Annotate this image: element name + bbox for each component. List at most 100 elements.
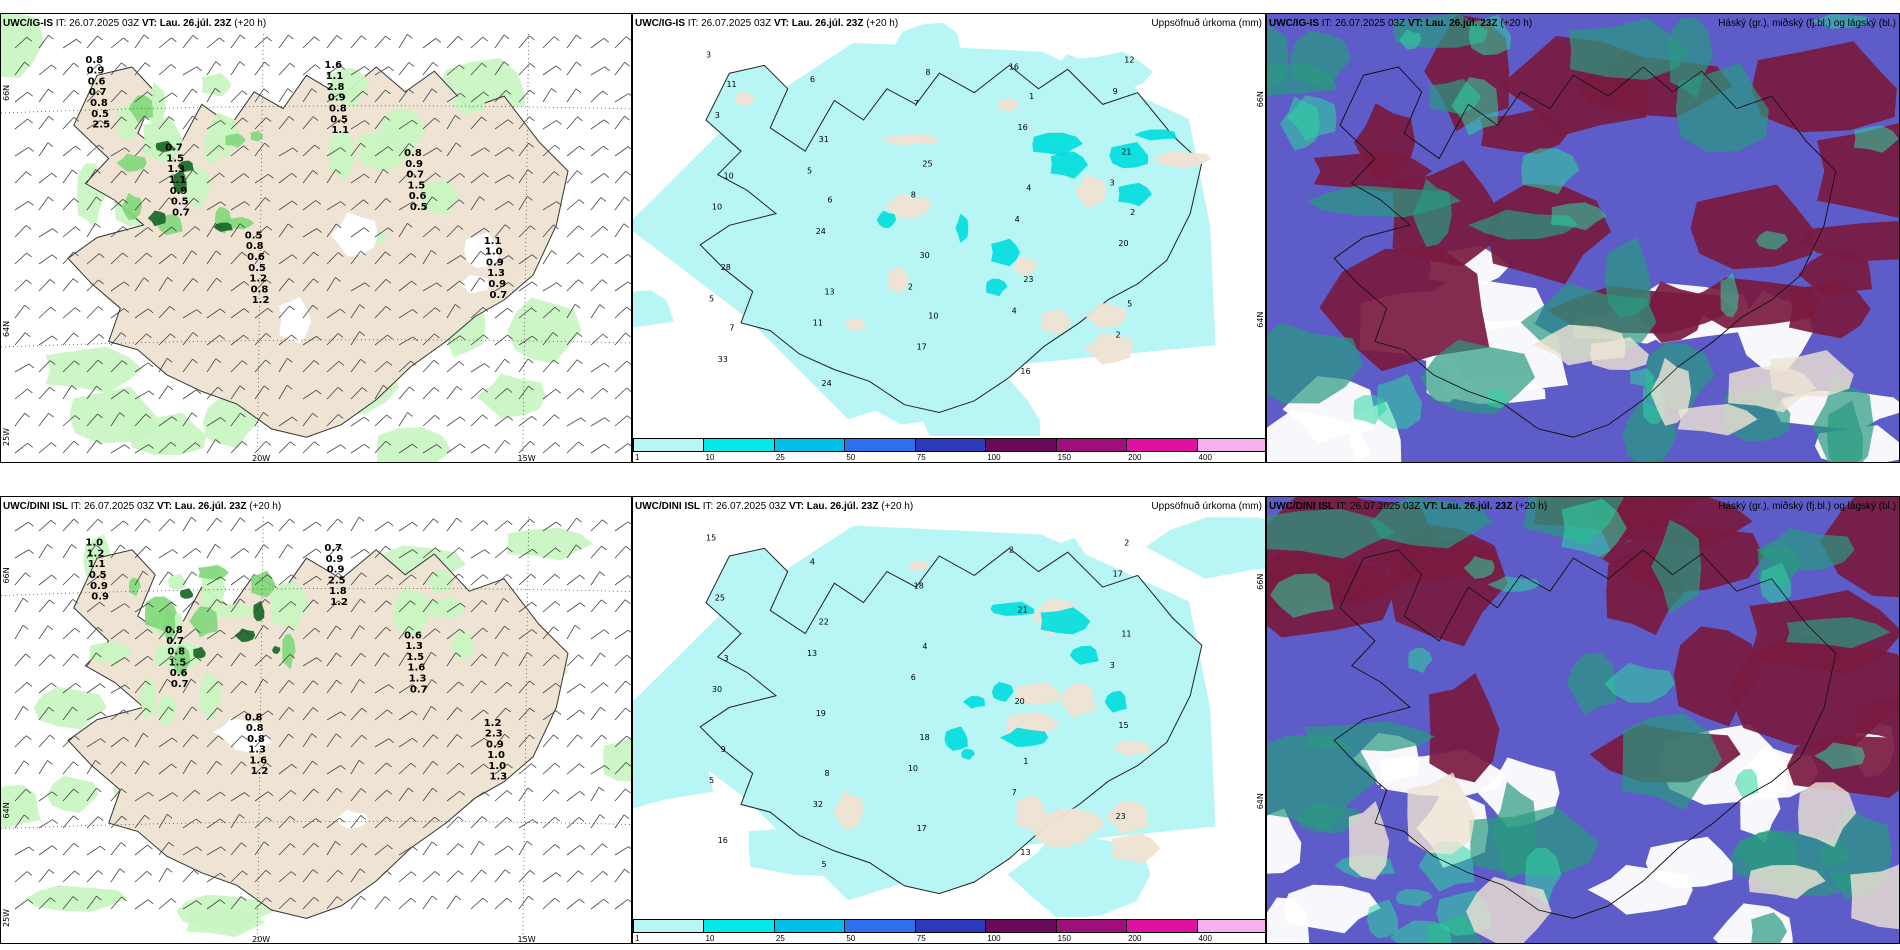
wind-barb-icon — [134, 362, 154, 373]
wind-barb-icon — [302, 36, 320, 49]
wind-barb-icon — [62, 842, 80, 856]
precip-field-light — [143, 115, 183, 163]
wind-barb-icon — [374, 684, 394, 694]
wind-barb-icon — [566, 34, 582, 49]
accum-value-label: 6 — [911, 673, 916, 682]
wind-barb-icon — [566, 279, 584, 292]
colorbar-tick-label: 1 — [635, 453, 640, 462]
wind-barb-icon — [254, 869, 272, 883]
wind-barb-icon — [38, 682, 57, 694]
wind-barb-icon — [326, 896, 343, 910]
precip-field-mid — [173, 645, 191, 678]
dry-area — [844, 318, 866, 332]
latitude-line — [1, 587, 631, 596]
wind-barb-icon — [14, 682, 33, 694]
wind-barb-icon — [86, 601, 105, 613]
wind-barb-icon — [494, 869, 511, 883]
wind-barb-icon — [350, 416, 370, 427]
wind-barb-icon — [182, 548, 202, 559]
precip-value-label: 1.5 — [408, 180, 426, 191]
wind-barb-icon — [518, 763, 537, 775]
wind-barb-icon — [446, 114, 461, 130]
precip-value-label: 1.2 — [330, 597, 348, 608]
wind-barb-icon — [326, 652, 342, 667]
wind-barb-icon — [278, 254, 298, 265]
wind-barb-icon — [86, 120, 106, 130]
precip-field-heavy — [179, 588, 193, 599]
wind-barb-icon — [614, 707, 631, 721]
wind-barb-icon — [590, 843, 608, 856]
wind-barb-icon — [278, 601, 297, 613]
wind-barb-icon — [422, 734, 439, 748]
precip-accum-high — [985, 278, 1008, 297]
wind-barb-icon — [590, 279, 608, 292]
wind-barb-icon — [422, 147, 443, 157]
accum-value-label: 10 — [908, 764, 918, 773]
wind-barb-icon — [518, 195, 533, 211]
coastline-outline — [1333, 66, 1837, 438]
wind-barb-icon — [134, 546, 152, 559]
wind-barb-icon — [158, 416, 178, 427]
wind-barb-icon — [374, 844, 393, 856]
precip-value-label: 0.8 — [247, 734, 265, 745]
wind-barb-icon — [350, 443, 370, 454]
wind-barb-icon — [230, 34, 246, 49]
accum-value-label: 23 — [1115, 812, 1125, 821]
longitude-label: 25W — [2, 909, 11, 927]
wind-barb-icon — [542, 307, 561, 319]
wind-barb-icon — [182, 115, 198, 130]
wind-barb-icon — [14, 814, 30, 829]
wind-barb-icon — [470, 627, 488, 640]
wind-barb-icon — [494, 334, 513, 346]
wind-barb-icon — [230, 792, 250, 802]
wind-barb-icon — [134, 760, 150, 775]
precip-value-label: 1.2 — [252, 295, 270, 306]
wind-barb-icon — [206, 629, 226, 640]
precip-value-label: 0.6 — [170, 668, 188, 679]
wind-barb-icon — [566, 332, 583, 346]
mid-cloud-edge — [1521, 148, 1580, 195]
precip-value-label: 0.6 — [88, 76, 106, 87]
wind-barb-icon — [302, 228, 322, 238]
wind-barb-icon — [566, 790, 585, 802]
wind-barb-icon — [302, 412, 318, 427]
precip-value-label: 1.2 — [484, 718, 502, 729]
wind-barb-icon — [542, 144, 560, 157]
high-cloud-area — [1354, 103, 1416, 181]
clear-sky-area — [1267, 808, 1302, 874]
accum-value-label: 24 — [816, 227, 826, 236]
wind-barb-icon — [302, 88, 318, 103]
wind-barb-icon — [518, 518, 535, 532]
wind-barb-icon — [62, 385, 77, 400]
wind-barb-icon — [446, 628, 465, 640]
mid-cloud-area — [1669, 17, 1714, 99]
wind-barb-icon — [446, 255, 466, 265]
wind-barb-icon — [590, 571, 606, 586]
wind-barb-icon — [590, 652, 606, 667]
colorbar-segment — [773, 919, 846, 933]
wind-barb-icon — [182, 759, 197, 775]
accum-value-label: 5 — [709, 294, 714, 303]
wind-barb-icon — [422, 761, 439, 775]
wind-barb-icon — [446, 843, 464, 856]
colorbar-tick-label: 150 — [1057, 453, 1072, 462]
colorbar-segment — [773, 438, 846, 452]
wind-barb-icon — [614, 814, 630, 829]
wind-barb-icon — [446, 763, 465, 775]
precip-field-heavy — [253, 600, 265, 622]
accum-value-label: 4 — [1026, 184, 1031, 193]
wind-barb-icon — [590, 765, 610, 775]
wind-barb-icon — [62, 38, 82, 49]
wind-barb-icon — [134, 732, 149, 748]
accum-value-label: 8 — [925, 68, 930, 77]
precip-field-mid — [225, 133, 246, 148]
precip-value-label: 0.7 — [406, 170, 424, 181]
wind-barb-icon — [446, 225, 464, 238]
wind-barb-icon — [422, 88, 438, 103]
wind-barb-icon — [230, 598, 246, 613]
accum-value-label: 33 — [718, 355, 728, 364]
precip-field-light — [1, 784, 41, 829]
wind-barb-icon — [566, 88, 582, 103]
precip-accum-high — [1050, 151, 1089, 179]
precip-value-label: 0.8 — [85, 55, 103, 66]
